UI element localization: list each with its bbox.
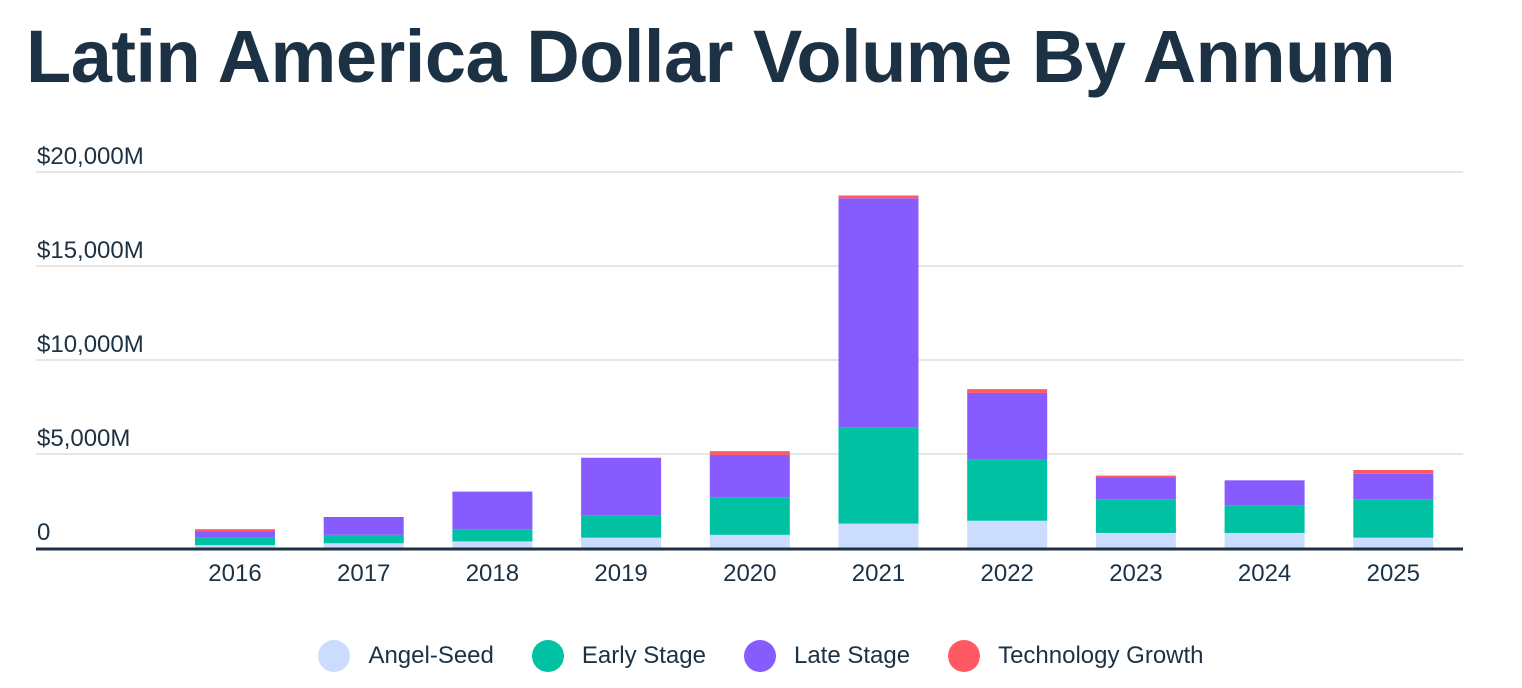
bar-2024-angel-seed[interactable] (1224, 532, 1305, 548)
bar-2018-early-stage[interactable] (452, 529, 533, 542)
bar-2022-angel-seed[interactable] (967, 520, 1048, 548)
x-tick-label-2021: 2021 (852, 560, 905, 587)
chart-legend: Angel-Seed Early Stage Late Stage Techno… (0, 632, 1522, 680)
legend-label-early-stage: Early Stage (581, 642, 706, 669)
x-tick-label-2024: 2024 (1238, 560, 1291, 587)
x-tick-label-2018: 2018 (466, 560, 519, 587)
bar-2016-angel-seed[interactable] (195, 545, 275, 548)
y-tick-label-20000: $20,000M (37, 143, 144, 170)
legend-swatch-technology-growth (948, 640, 981, 672)
legend-item-early-stage[interactable]: Early Stage (531, 640, 706, 672)
legend-item-technology-growth[interactable]: Technology Growth (948, 640, 1204, 672)
x-tick-label-2019: 2019 (594, 560, 647, 587)
bar-2025-technology-growth[interactable] (1353, 469, 1434, 474)
bar-2024-late-stage[interactable] (1224, 480, 1305, 506)
x-tick-label-2016: 2016 (208, 560, 261, 587)
bar-2017-angel-seed[interactable] (323, 543, 404, 548)
legend-item-late-stage[interactable]: Late Stage (743, 640, 911, 672)
bar-2018-late-stage[interactable] (452, 491, 533, 530)
legend-swatch-late-stage (743, 640, 776, 672)
bar-2018-angel-seed[interactable] (452, 541, 533, 548)
legend-item-angel-seed[interactable]: Angel-Seed (318, 640, 494, 672)
chart-title: Latin America Dollar Volume By Annum (26, 15, 1396, 98)
legend-swatch-early-stage (531, 640, 564, 672)
bar-2022-technology-growth[interactable] (967, 389, 1048, 393)
bar-2020-technology-growth[interactable] (709, 451, 790, 455)
x-tick-label-2020: 2020 (723, 560, 776, 587)
bar-2022-late-stage[interactable] (967, 392, 1048, 460)
legend-label-late-stage: Late Stage (793, 642, 911, 669)
y-tick-label-15000: $15,000M (37, 237, 144, 264)
bar-2019-early-stage[interactable] (581, 515, 662, 538)
bar-2023-early-stage[interactable] (1095, 499, 1176, 533)
y-tick-label-10000: $10,000M (37, 331, 144, 358)
bar-2023-angel-seed[interactable] (1095, 532, 1176, 548)
bar-2017-late-stage[interactable] (323, 516, 404, 535)
bar-2021-early-stage[interactable] (838, 427, 919, 524)
x-tick-label-2017: 2017 (337, 560, 390, 587)
bar-2020-early-stage[interactable] (709, 497, 790, 535)
x-tick-label-2023: 2023 (1109, 560, 1162, 587)
bar-2025-late-stage[interactable] (1353, 473, 1434, 500)
legend-swatch-angel-seed (318, 640, 351, 672)
bar-2020-angel-seed[interactable] (709, 534, 790, 548)
y-tick-label-0: 0 (37, 519, 50, 546)
x-tick-label-2025: 2025 (1367, 560, 1420, 587)
bar-2019-angel-seed[interactable] (581, 537, 662, 548)
bar-2016-technology-growth[interactable] (195, 529, 275, 532)
bar-2017-early-stage[interactable] (323, 534, 404, 544)
bar-2025-angel-seed[interactable] (1353, 537, 1434, 548)
bar-2023-late-stage[interactable] (1095, 477, 1176, 500)
stacked-bar-chart: 0 $5,000M $10,000M $15,000M $20,000M 2016 2017… (36, 143, 1463, 587)
bar-2021-technology-growth[interactable] (838, 195, 919, 199)
bar-2016-early-stage[interactable] (195, 537, 275, 546)
y-tick-label-5000: $5,000M (37, 425, 130, 452)
bar-2021-late-stage[interactable] (838, 198, 919, 428)
bar-2016-late-stage[interactable] (195, 531, 275, 538)
bar-2022-early-stage[interactable] (967, 459, 1048, 521)
bar-2019-late-stage[interactable] (581, 457, 662, 516)
bar-2024-early-stage[interactable] (1224, 505, 1305, 533)
legend-label-technology-growth: Technology Growth (998, 642, 1204, 669)
x-tick-label-2022: 2022 (981, 560, 1034, 587)
bar-2021-angel-seed[interactable] (838, 523, 919, 548)
bar-2020-late-stage[interactable] (709, 454, 790, 498)
bar-2023-technology-growth[interactable] (1095, 475, 1176, 478)
legend-label-angel-seed: Angel-Seed (368, 642, 494, 669)
bar-2025-early-stage[interactable] (1353, 499, 1434, 538)
